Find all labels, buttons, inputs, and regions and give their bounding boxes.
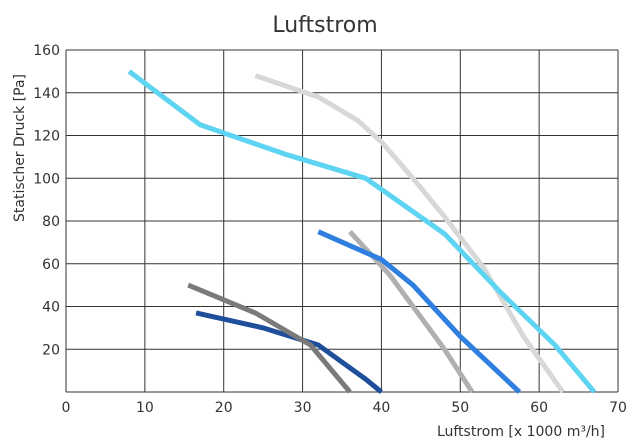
x-tick-label: 30 [294, 400, 312, 416]
x-tick-label: 0 [62, 400, 71, 416]
y-axis-label: Statischer Druck [Pa] [12, 74, 28, 222]
series-line [254, 73, 565, 394]
x-tick-label: 50 [451, 400, 469, 416]
series-line [187, 282, 352, 394]
x-axis-label: Luftstrom [x 1000 m³/h] [437, 424, 605, 440]
y-tick-label: 100 [33, 171, 60, 187]
y-tick-label: 20 [42, 342, 60, 358]
grid [65, 49, 619, 393]
x-tick-label: 70 [609, 400, 627, 416]
y-tick-labels: 20 40 60 80 100 120 140 160 [33, 43, 60, 358]
y-tick-label: 80 [42, 214, 60, 230]
x-tick-label: 10 [136, 400, 154, 416]
series-lines [127, 69, 597, 394]
y-tick-label: 120 [33, 129, 60, 145]
x-tick-label: 40 [373, 400, 391, 416]
y-tick-label: 40 [42, 300, 60, 316]
series-line [348, 230, 475, 394]
x-tick-label: 20 [215, 400, 233, 416]
series-line [127, 69, 597, 394]
series-line [195, 310, 383, 394]
x-tick-label: 60 [530, 400, 548, 416]
y-tick-label: 140 [33, 86, 60, 102]
y-tick-label: 160 [33, 43, 60, 59]
x-tick-labels: 0 10 20 30 40 50 60 70 [62, 400, 627, 416]
series-line [317, 229, 522, 394]
chart-title: Luftstrom [272, 13, 377, 38]
y-tick-label: 60 [42, 257, 60, 273]
